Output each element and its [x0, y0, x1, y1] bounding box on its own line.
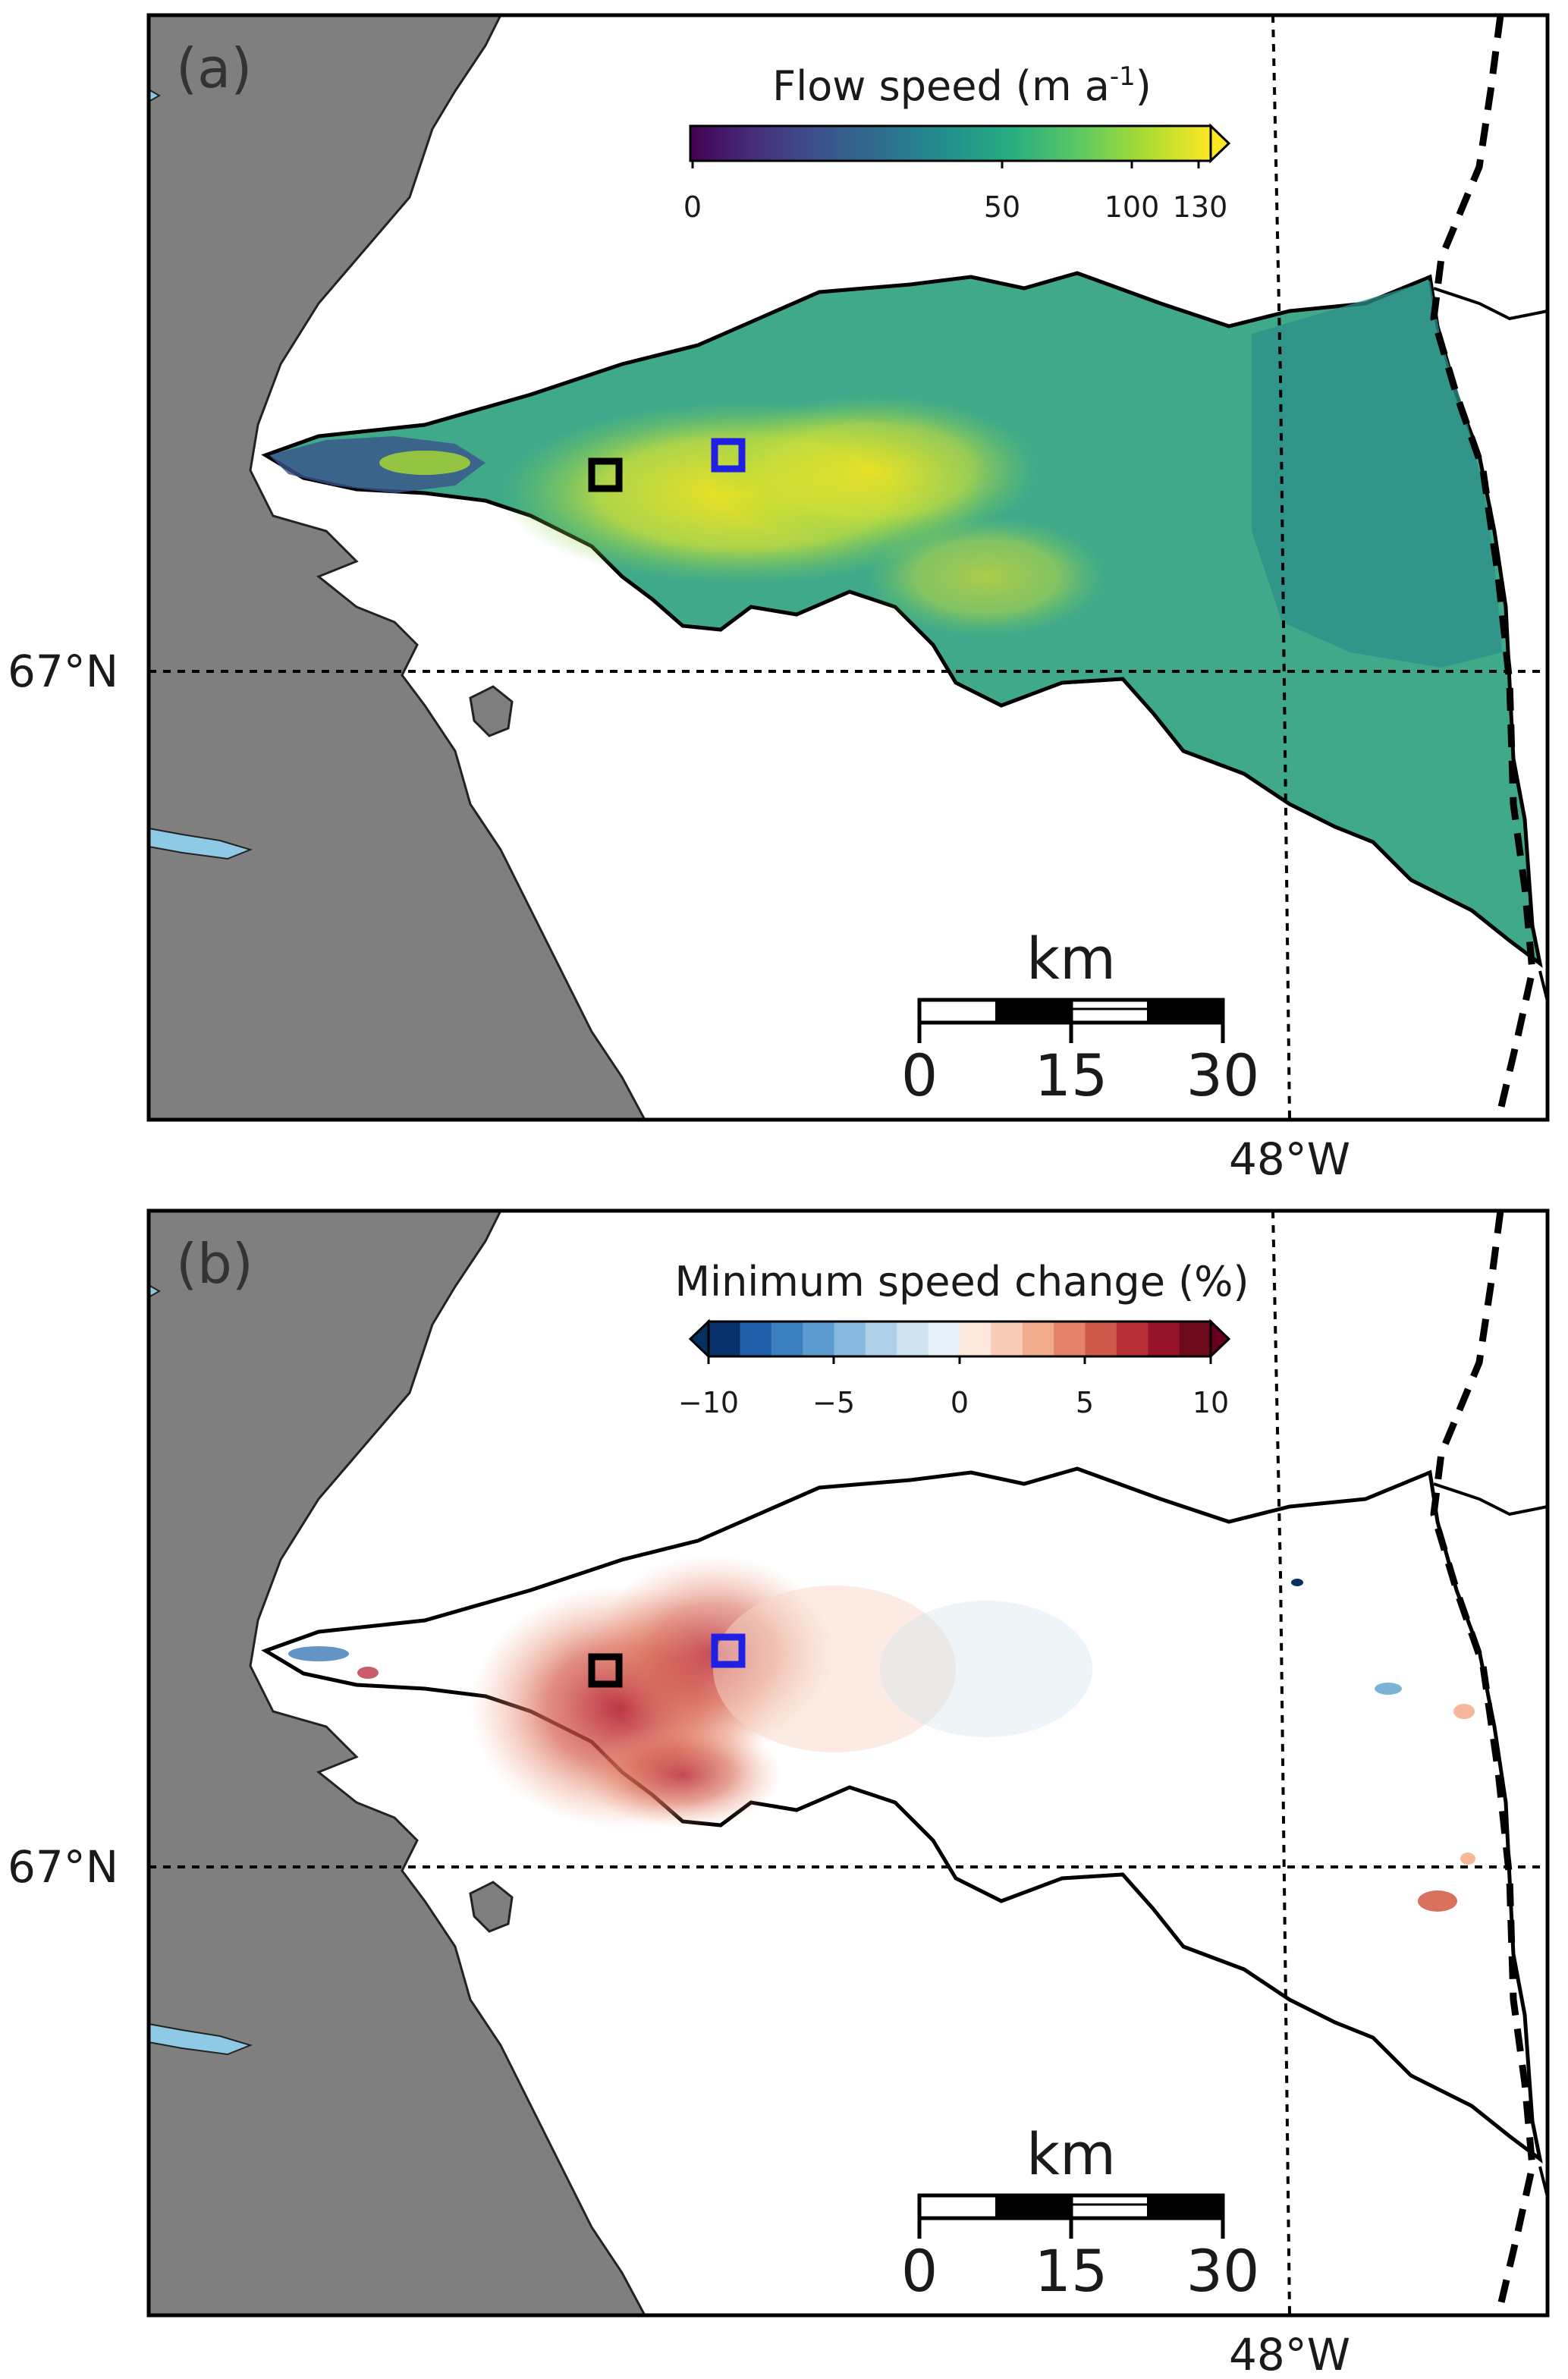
colorbar-segment — [803, 1321, 834, 1356]
scalebar — [917, 998, 1225, 1043]
colorbar-ramp — [709, 1321, 1211, 1356]
marker-black — [588, 1653, 623, 1688]
panel-label: (a) — [176, 36, 252, 100]
change-light-blue-zone — [880, 1601, 1092, 1737]
colorbar-title: Minimum speed change (%) — [674, 1258, 1249, 1306]
colorbar-segment — [928, 1321, 960, 1356]
land-area — [149, 15, 646, 1120]
island — [469, 1881, 514, 1933]
colorbar-segment — [1022, 1321, 1054, 1356]
graticule-lon — [1271, 15, 1291, 1120]
colorbar-segment — [1179, 1321, 1211, 1356]
change-negative-patch — [288, 1646, 349, 1661]
lake — [149, 827, 253, 860]
colorbar-tick-label: 100 — [1105, 190, 1160, 224]
catchment-outline — [1433, 287, 1548, 321]
colorbar-segment — [1116, 1321, 1149, 1356]
lat-label: 67°N — [8, 646, 118, 697]
change-patch — [1375, 1683, 1402, 1695]
lake — [149, 88, 162, 103]
island — [469, 685, 514, 737]
marker-black — [588, 457, 623, 492]
ice-tip-fast — [379, 451, 470, 475]
change-positive-zone — [584, 1722, 781, 1828]
ice-tip-slow — [269, 436, 485, 493]
colorbar-segment — [991, 1321, 1023, 1356]
ice-slow-zone — [1252, 281, 1502, 668]
colorbar-segment — [960, 1321, 991, 1356]
land-area — [149, 1211, 646, 2315]
colorbar-segment — [1085, 1321, 1117, 1356]
lon-label: 48°W — [1229, 1133, 1350, 1185]
scalebar-unit: km — [1026, 925, 1116, 992]
colorbar-extend-min — [688, 1318, 710, 1359]
scalebar-tick: 15 — [1035, 1042, 1108, 1109]
change-patch — [1453, 1704, 1475, 1719]
graticule-lon — [1271, 1211, 1291, 2315]
panel-label: (b) — [176, 1232, 253, 1296]
colorbar-tick-label: −10 — [678, 1386, 739, 1419]
change-negative-patch — [357, 1667, 379, 1679]
lat-label: 67°N — [8, 1841, 118, 1893]
catchment-outline — [1433, 1482, 1548, 1516]
ice-fast-zone — [705, 394, 1039, 546]
change-patch — [1418, 1890, 1457, 1912]
change-patch — [1460, 1853, 1475, 1865]
colorbar-ramp — [689, 124, 1212, 162]
map-frame — [146, 1208, 1550, 2318]
colorbar-tick-label: 0 — [951, 1386, 969, 1419]
lake — [149, 1284, 162, 1299]
colorbar-segment — [897, 1321, 929, 1356]
map-frame — [146, 13, 1550, 1122]
colorbar-tick-label: −5 — [812, 1386, 855, 1419]
colorbar-extend-max — [1209, 1318, 1231, 1359]
colorbar-segment — [740, 1321, 772, 1356]
colorbar-tick-label: 50 — [984, 190, 1020, 224]
marker-blue — [711, 438, 746, 473]
change-light-zone — [713, 1585, 956, 1752]
colorbar-segment — [1148, 1321, 1180, 1356]
colorbar-segment — [709, 1321, 740, 1356]
ice-sheet-boundary — [1430, 15, 1536, 1120]
colorbar-tick-label: 0 — [683, 190, 702, 224]
scalebar-tick: 0 — [901, 1042, 938, 1109]
colorbar-ticks — [691, 161, 1200, 168]
marker-blue — [711, 1633, 746, 1668]
colorbar-segment — [771, 1321, 803, 1356]
lon-label: 48°W — [1229, 2329, 1350, 2379]
colorbar-title: Flow speed (m a-1) — [772, 61, 1152, 110]
lake — [149, 2022, 253, 2056]
scalebar-tick: 15 — [1035, 2237, 1108, 2305]
colorbar-segment — [1054, 1321, 1086, 1356]
scalebar-tick: 0 — [901, 2237, 938, 2305]
colorbar-extend-max — [1209, 123, 1231, 164]
panel-a: (a) Flow speed (m a-1) 0 50 100 130 km 0… — [8, 13, 1550, 1185]
colorbar-tick-label: 10 — [1192, 1386, 1229, 1419]
ice-sheet-boundary — [1430, 1211, 1536, 2315]
scalebar-unit: km — [1026, 2120, 1116, 2188]
colorbar-tick-label: 130 — [1173, 190, 1228, 224]
scalebar-tick: 30 — [1186, 1042, 1260, 1109]
colorbar-tick-label: 5 — [1076, 1386, 1094, 1419]
panel-b: (b) Minimum speed change (%) −10 −5 0 5 … — [8, 1208, 1550, 2379]
ice-fast-zone — [865, 516, 1108, 637]
colorbar-segment — [834, 1321, 866, 1356]
colorbar-ticks — [707, 1356, 1212, 1364]
colorbar-segment — [865, 1321, 897, 1356]
scalebar — [917, 2193, 1225, 2239]
scalebar-tick: 30 — [1186, 2237, 1260, 2305]
change-patch — [1291, 1579, 1303, 1586]
